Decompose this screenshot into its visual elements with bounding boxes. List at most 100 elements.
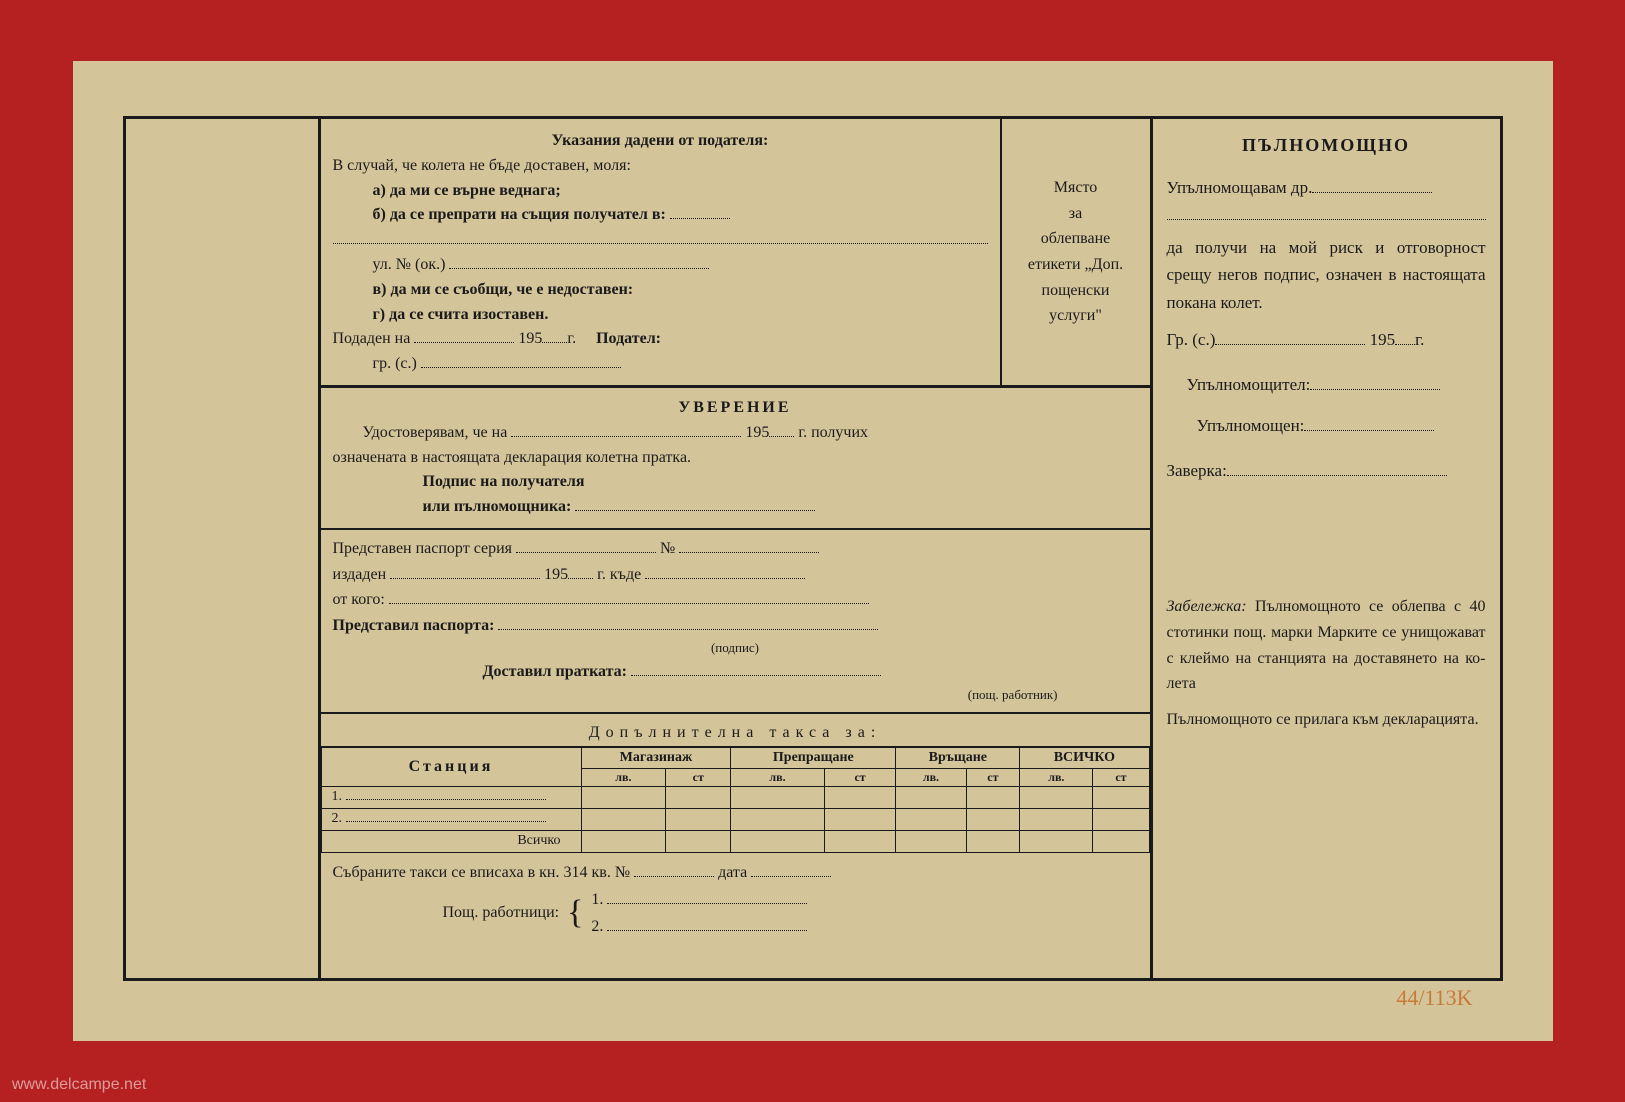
cell[interactable]	[581, 808, 666, 830]
cell[interactable]	[824, 808, 896, 830]
cell[interactable]	[581, 830, 666, 852]
auth-title: ПЪЛНОМОЩНО	[1167, 131, 1486, 160]
cell[interactable]	[896, 786, 966, 808]
cell[interactable]	[731, 830, 825, 852]
field-auth1[interactable]	[1310, 389, 1440, 390]
field-street[interactable]	[449, 268, 709, 269]
cell[interactable]	[896, 808, 966, 830]
field-worker1[interactable]	[607, 903, 807, 904]
field-auth2[interactable]	[1304, 430, 1434, 431]
th-col0: Магазинаж	[581, 747, 731, 768]
field-issued[interactable]	[390, 578, 540, 579]
footer1a: Събраните такси се вписаха в кн. 314 кв.…	[333, 864, 631, 881]
fees-table: Станция Магазинаж Препращане Връщане ВСИ…	[321, 747, 1150, 853]
cell[interactable]	[1093, 786, 1149, 808]
field-by-whom[interactable]	[389, 603, 869, 604]
stamp-l6: услуги"	[1049, 307, 1102, 324]
cert-sig1: Подпис на получателя	[423, 473, 585, 490]
auth-city: Гр. (с.)	[1167, 330, 1216, 349]
note2-text: Пълномощното се прилага към декларацията…	[1167, 707, 1486, 733]
field-passport-no[interactable]	[679, 552, 819, 553]
cell[interactable]	[666, 786, 731, 808]
field-signature[interactable]	[575, 510, 815, 511]
field-year[interactable]	[542, 342, 567, 343]
th-col1: Препращане	[731, 747, 896, 768]
instructions-line1: В случай, че колета не бъде доставен, мо…	[333, 154, 988, 179]
field-auth-city[interactable]	[1215, 344, 1365, 345]
street-label: ул. № (ок.)	[373, 256, 446, 273]
field-date[interactable]	[751, 876, 831, 877]
field-pass-year[interactable]	[568, 578, 593, 579]
field-cert-date[interactable]	[511, 436, 741, 437]
row2-label[interactable]: 2.	[321, 808, 581, 830]
th-col2: Връщане	[896, 747, 1020, 768]
stamp-area: Място за облепване етикети „Доп. пощенск…	[1000, 119, 1150, 385]
w1: 1.	[591, 891, 603, 908]
auth-year-suffix: г.	[1415, 330, 1424, 349]
watermark: www.delcampe.net	[12, 1076, 146, 1094]
auth2-label: Упълномощен:	[1197, 416, 1305, 435]
th-sub5: ст	[966, 768, 1020, 786]
field-city[interactable]	[421, 367, 621, 368]
cell[interactable]	[666, 808, 731, 830]
th-col3: ВСИЧКО	[1020, 747, 1149, 768]
left-margin-column	[126, 119, 321, 978]
field-cert-year[interactable]	[769, 436, 794, 437]
row1-label[interactable]: 1.	[321, 786, 581, 808]
field-presented[interactable]	[498, 629, 878, 630]
th-sub6: лв.	[1020, 768, 1093, 786]
year-prefix: 195	[518, 330, 542, 347]
cert-l1c: г. получих	[798, 424, 868, 441]
option-v: в) да ми се съобщи, че е недоставен:	[373, 281, 634, 298]
total-label: Всичко	[321, 830, 581, 852]
field-auth-name2[interactable]	[1167, 206, 1486, 220]
cell[interactable]	[1020, 808, 1093, 830]
workers-label: Пощ. работници:	[443, 899, 560, 926]
cert-title: УВЕРЕНИЕ	[333, 396, 1138, 421]
authorization-column: ПЪЛНОМОЩНО Упълномощавам др. да получи н…	[1150, 119, 1500, 978]
field-passport-series[interactable]	[516, 552, 656, 553]
cell[interactable]	[666, 830, 731, 852]
cell[interactable]	[1020, 786, 1093, 808]
cell[interactable]	[581, 786, 666, 808]
cell[interactable]	[1093, 830, 1149, 852]
field-delivered[interactable]	[631, 675, 881, 676]
stamp-l4: етикети „Доп.	[1028, 256, 1123, 273]
field-line-dots[interactable]	[333, 230, 988, 244]
field-where[interactable]	[645, 578, 805, 579]
fees-footer: Събраните такси се вписаха в кн. 314 кв.…	[321, 853, 1150, 941]
field-kv-no[interactable]	[634, 876, 714, 877]
cert-sig2: или пълномощника:	[423, 498, 572, 515]
cell[interactable]	[966, 830, 1020, 852]
cell[interactable]	[896, 830, 966, 852]
certificate-section: УВЕРЕНИЕ Удостоверявам, че на 195 г. пол…	[321, 388, 1150, 530]
instructions-title: Указания дадени от подателя:	[333, 129, 988, 154]
cell[interactable]	[731, 786, 825, 808]
document-paper: Указания дадени от подателя: В случай, ч…	[73, 61, 1553, 1041]
field-b-dots[interactable]	[670, 218, 730, 219]
th-sub3: ст	[824, 768, 896, 786]
pass-l2a: издаден	[333, 566, 387, 583]
th-station: Станция	[321, 747, 581, 786]
cell[interactable]	[966, 786, 1020, 808]
cell[interactable]	[1020, 830, 1093, 852]
stamp-l2: за	[1069, 205, 1082, 222]
note-label: Забележка:	[1167, 598, 1247, 615]
cell[interactable]	[731, 808, 825, 830]
cell[interactable]	[1093, 808, 1149, 830]
cell[interactable]	[824, 786, 896, 808]
sender-instructions: Указания дадени от подателя: В случай, ч…	[321, 119, 1000, 385]
pass-l5: Доставил пратката:	[483, 663, 628, 680]
auth-l2: да получи на мой риск и отговор­ност сре…	[1167, 234, 1486, 316]
field-submitted-date[interactable]	[414, 342, 514, 343]
pass-l1a: Представен паспорт серия	[333, 540, 513, 557]
fees-section: Допълнителна такса за: Станция Магазинаж…	[321, 714, 1150, 978]
cell[interactable]	[824, 830, 896, 852]
pass-l1b: №	[660, 540, 675, 557]
field-stamp[interactable]	[1227, 475, 1447, 476]
cell[interactable]	[966, 808, 1020, 830]
field-auth-name[interactable]	[1312, 192, 1432, 193]
field-worker2[interactable]	[607, 930, 807, 931]
field-auth-year[interactable]	[1395, 344, 1415, 345]
option-g: г) да се счита изоставен.	[373, 306, 549, 323]
